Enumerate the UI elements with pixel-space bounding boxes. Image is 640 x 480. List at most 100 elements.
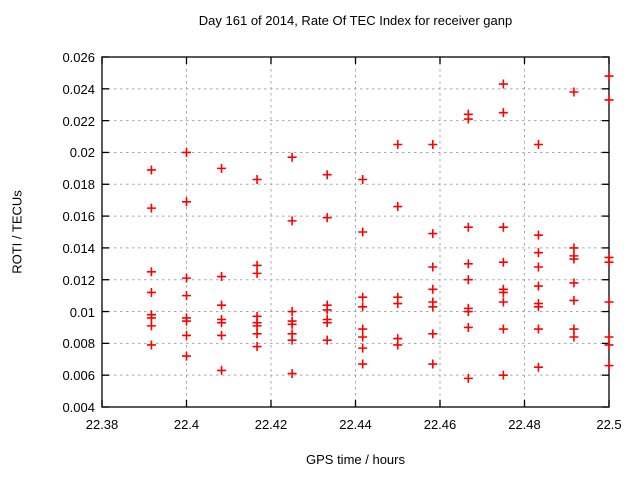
- data-point-marker: [358, 292, 368, 302]
- y-tick-label: 0.02: [69, 145, 95, 161]
- data-point-marker: [252, 342, 262, 352]
- data-point-marker: [498, 222, 508, 232]
- data-point-marker: [604, 95, 614, 105]
- data-point-marker: [463, 322, 473, 332]
- data-point-marker: [322, 170, 332, 180]
- data-point-marker: [182, 273, 191, 283]
- x-tick-label: 22.46: [423, 417, 457, 432]
- data-point-marker: [533, 230, 543, 240]
- data-point-marker: [463, 222, 473, 232]
- data-point-marker: [182, 330, 191, 340]
- y-tick-label: 0.024: [62, 81, 95, 97]
- data-point-marker: [498, 324, 508, 334]
- data-point-marker: [463, 114, 473, 124]
- data-point-marker: [358, 227, 368, 237]
- data-point-marker: [252, 321, 262, 331]
- data-point-marker: [217, 272, 227, 282]
- data-point-marker: [358, 343, 368, 353]
- x-tick-label: 22.5: [596, 417, 622, 432]
- data-point-marker: [498, 287, 508, 297]
- data-point-marker: [393, 202, 403, 212]
- data-point-marker: [569, 278, 579, 288]
- y-tick-label: 0.004: [62, 400, 95, 415]
- y-tick-label: 0.026: [62, 50, 95, 65]
- data-point-marker: [182, 197, 191, 207]
- data-point-marker: [533, 362, 543, 372]
- data-point-marker: [533, 262, 543, 272]
- data-point-marker: [322, 213, 332, 223]
- data-point-marker: [217, 300, 227, 310]
- data-point-marker: [358, 302, 368, 312]
- data-point-marker: [428, 262, 438, 272]
- x-tick-label: 22.4: [173, 417, 200, 432]
- data-point-marker: [358, 324, 368, 334]
- data-point-marker: [498, 257, 508, 267]
- data-point-marker: [252, 175, 262, 184]
- y-tick-label: 0.008: [62, 336, 95, 352]
- y-tick-label: 0.022: [62, 113, 95, 129]
- data-point-marker: [358, 359, 368, 369]
- data-point-marker: [146, 165, 156, 175]
- data-point-marker: [533, 302, 543, 312]
- x-tick-label: 22.44: [339, 417, 372, 432]
- data-point-marker: [604, 340, 614, 350]
- data-point-marker: [428, 284, 438, 294]
- data-point-marker: [322, 305, 332, 315]
- y-axis-label: ROTI / TECUs: [9, 190, 25, 274]
- x-tick-label: 22.48: [508, 417, 541, 432]
- data-point-marker: [358, 175, 368, 184]
- data-point-marker: [146, 340, 156, 350]
- data-point-marker: [498, 297, 508, 307]
- data-point-marker: [287, 335, 297, 345]
- x-tick-label: 22.38: [85, 417, 119, 432]
- data-point-marker: [393, 299, 403, 309]
- data-point-marker: [463, 259, 473, 269]
- y-tick-label: 0.016: [62, 209, 95, 225]
- data-point-marker: [428, 302, 438, 312]
- data-point-marker: [287, 369, 297, 379]
- data-point-marker: [463, 373, 473, 383]
- data-point-marker: [533, 281, 543, 291]
- data-point-marker: [569, 332, 579, 342]
- data-point-marker: [463, 307, 473, 317]
- data-point-marker: [252, 329, 262, 339]
- data-point-marker: [428, 329, 438, 339]
- data-point-marker: [428, 140, 438, 149]
- data-point-marker: [569, 324, 579, 334]
- data-point-marker: [146, 203, 156, 213]
- x-axis-label: GPS time / hours: [306, 452, 405, 467]
- data-point-marker: [569, 87, 579, 97]
- data-point-marker: [498, 370, 508, 380]
- data-point-marker: [604, 361, 614, 371]
- data-point-marker: [604, 71, 614, 81]
- data-point-marker: [428, 359, 438, 369]
- y-tick-label: 0.006: [62, 368, 95, 384]
- data-point-marker: [146, 267, 156, 277]
- data-point-marker: [533, 324, 543, 334]
- y-tick-label: 0.012: [62, 272, 95, 288]
- y-tick-label: 0.014: [62, 240, 95, 256]
- data-point-marker: [217, 318, 227, 328]
- data-point-marker: [533, 140, 543, 149]
- data-point-marker: [322, 318, 332, 328]
- data-point-marker: [393, 340, 403, 350]
- data-point-marker: [146, 321, 156, 331]
- chart-title: Day 161 of 2014, Rate Of TEC Index for r…: [198, 13, 513, 28]
- data-point-marker: [604, 332, 614, 342]
- data-point-marker: [287, 319, 297, 329]
- data-point-marker: [287, 152, 297, 162]
- data-point-marker: [252, 260, 262, 270]
- x-tick-label: 22.42: [254, 417, 288, 432]
- data-point-marker: [217, 365, 227, 375]
- data-point-marker: [604, 257, 614, 267]
- data-point-marker: [287, 307, 297, 317]
- data-point-marker: [533, 248, 543, 258]
- data-point-marker: [287, 216, 297, 226]
- data-point-marker: [182, 316, 191, 326]
- data-point-marker: [498, 79, 508, 89]
- data-point-marker: [393, 140, 403, 149]
- data-point-marker: [217, 330, 227, 340]
- data-point-marker: [217, 163, 227, 173]
